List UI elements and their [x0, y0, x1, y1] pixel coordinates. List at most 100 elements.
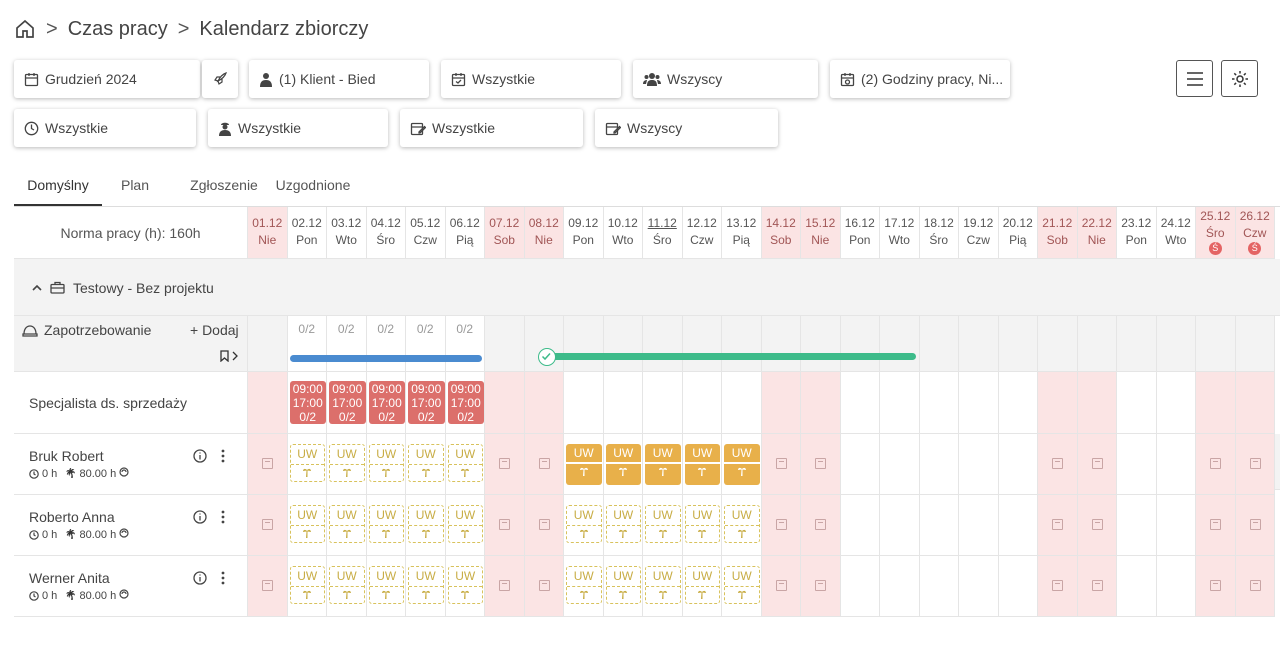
- employee-day-cell[interactable]: [998, 434, 1038, 495]
- info-icon[interactable]: [193, 510, 207, 529]
- employee-day-cell[interactable]: [1077, 556, 1117, 617]
- leave-chip[interactable]: UW: [329, 505, 365, 543]
- day-header-10.12[interactable]: 10.12 Wto: [603, 207, 643, 259]
- day-header-25.12[interactable]: 25.12 Śro Ś: [1196, 207, 1236, 259]
- day-header-18.12[interactable]: 18.12 Śro: [919, 207, 959, 259]
- leave-chip[interactable]: UW: [289, 505, 325, 543]
- leave-chip[interactable]: UW: [447, 444, 483, 482]
- home-icon[interactable]: [14, 18, 36, 40]
- tab-agreed[interactable]: Uzgodnione: [275, 177, 351, 193]
- employee-day-cell[interactable]: [524, 434, 564, 495]
- employee-day-cell[interactable]: [1235, 556, 1275, 617]
- leave-chip[interactable]: UW: [645, 505, 681, 543]
- leave-chip[interactable]: UW: [684, 566, 720, 604]
- settings-button[interactable]: [1221, 60, 1258, 97]
- kebab-menu-icon[interactable]: [221, 571, 225, 590]
- client-filter[interactable]: (1) Klient - Bied: [249, 60, 429, 98]
- month-filter[interactable]: Grudzień 2024: [14, 60, 200, 98]
- bookmark-icon[interactable]: [220, 350, 240, 363]
- employee-day-cell[interactable]: [1196, 556, 1236, 617]
- demand-add-button[interactable]: + Dodaj: [190, 322, 239, 338]
- worker-filter[interactable]: Wszystkie: [208, 109, 388, 147]
- leave-chip[interactable]: UW: [566, 505, 602, 543]
- employee-day-cell[interactable]: [1235, 495, 1275, 556]
- leave-chip[interactable]: UW: [724, 505, 760, 543]
- leave-chip[interactable]: UW: [605, 505, 641, 543]
- day-header-08.12[interactable]: 08.12 Nie: [524, 207, 564, 259]
- hours-filter[interactable]: (2) Godziny pracy, Ni...: [830, 60, 1010, 98]
- employee-day-cell[interactable]: [840, 434, 880, 495]
- leave-chip[interactable]: UW: [408, 505, 444, 543]
- refresh-icon[interactable]: [119, 589, 129, 602]
- project-label[interactable]: Testowy - Bez projektu: [32, 259, 214, 316]
- day-header-23.12[interactable]: 23.12 Pon: [1117, 207, 1157, 259]
- breadcrumb-item-time[interactable]: Czas pracy: [67, 17, 168, 40]
- shift-chip[interactable]: 09:00 17:00 0/2: [368, 381, 405, 424]
- day-header-21.12[interactable]: 21.12 Sob: [1038, 207, 1078, 259]
- day-header-24.12[interactable]: 24.12 Wto: [1156, 207, 1196, 259]
- leave-chip[interactable]: UW: [684, 505, 720, 543]
- day-header-22.12[interactable]: 22.12 Nie: [1077, 207, 1117, 259]
- leave-chip[interactable]: UW: [566, 444, 602, 485]
- shift-chip[interactable]: 09:00 17:00 0/2: [408, 381, 445, 424]
- employee-day-cell[interactable]: [1156, 434, 1196, 495]
- employee-day-cell[interactable]: [880, 556, 920, 617]
- info-icon[interactable]: [193, 571, 207, 590]
- employee-day-cell[interactable]: [998, 495, 1038, 556]
- employee-day-cell[interactable]: [959, 495, 999, 556]
- employee-day-cell[interactable]: [248, 556, 288, 617]
- leave-chip[interactable]: UW: [289, 444, 325, 482]
- people-filter[interactable]: Wszyscy: [633, 60, 818, 98]
- day-header-11.12[interactable]: 11.12 Śro: [643, 207, 683, 259]
- kebab-menu-icon[interactable]: [221, 449, 225, 468]
- employee-day-cell[interactable]: [1038, 495, 1078, 556]
- employee-day-cell[interactable]: [1077, 434, 1117, 495]
- chevron-up-icon[interactable]: [32, 284, 42, 291]
- employee-day-cell[interactable]: [998, 556, 1038, 617]
- tab-plan[interactable]: Plan: [120, 177, 150, 193]
- leave-chip[interactable]: UW: [684, 444, 720, 485]
- edit-filter[interactable]: Wszystkie: [400, 109, 583, 147]
- employee-day-cell[interactable]: [1038, 434, 1078, 495]
- employee-name[interactable]: Roberto Anna: [29, 509, 115, 525]
- day-header-06.12[interactable]: 06.12 Pią: [445, 207, 485, 259]
- time-filter[interactable]: Wszystkie: [14, 109, 196, 147]
- leave-chip[interactable]: UW: [329, 444, 365, 482]
- tab-default[interactable]: Domyślny: [14, 166, 102, 206]
- status-filter[interactable]: Wszystkie: [441, 60, 621, 98]
- employee-day-cell[interactable]: [761, 556, 801, 617]
- employee-day-cell[interactable]: [1117, 556, 1157, 617]
- employee-day-cell[interactable]: [880, 434, 920, 495]
- day-header-26.12[interactable]: 26.12 Czw Ś: [1235, 207, 1275, 259]
- employee-day-cell[interactable]: [1196, 434, 1236, 495]
- leave-chip[interactable]: UW: [605, 444, 641, 485]
- employee-day-cell[interactable]: [485, 556, 525, 617]
- leave-chip[interactable]: UW: [724, 566, 760, 604]
- employee-name[interactable]: Bruk Robert: [29, 448, 104, 464]
- day-header-14.12[interactable]: 14.12 Sob: [761, 207, 801, 259]
- day-header-16.12[interactable]: 16.12 Pon: [840, 207, 880, 259]
- employee-day-cell[interactable]: [1156, 556, 1196, 617]
- employee-day-cell[interactable]: [248, 434, 288, 495]
- rocket-button[interactable]: [202, 60, 238, 98]
- employee-day-cell[interactable]: [1038, 556, 1078, 617]
- shift-chip[interactable]: 09:00 17:00 0/2: [329, 381, 366, 424]
- employee-day-cell[interactable]: [524, 556, 564, 617]
- leave-chip[interactable]: UW: [447, 566, 483, 604]
- day-header-07.12[interactable]: 07.12 Sob: [485, 207, 525, 259]
- employee-day-cell[interactable]: [919, 495, 959, 556]
- employee-day-cell[interactable]: [840, 495, 880, 556]
- day-header-09.12[interactable]: 09.12 Pon: [564, 207, 604, 259]
- employee-day-cell[interactable]: [761, 434, 801, 495]
- employee-day-cell[interactable]: [1077, 495, 1117, 556]
- leave-chip[interactable]: UW: [566, 566, 602, 604]
- leave-chip[interactable]: UW: [645, 566, 681, 604]
- tab-request[interactable]: Zgłoszenie: [190, 177, 258, 193]
- day-header-20.12[interactable]: 20.12 Pią: [998, 207, 1038, 259]
- day-header-17.12[interactable]: 17.12 Wto: [880, 207, 920, 259]
- leave-chip[interactable]: UW: [447, 505, 483, 543]
- day-header-19.12[interactable]: 19.12 Czw: [959, 207, 999, 259]
- employee-day-cell[interactable]: [801, 556, 841, 617]
- leave-chip[interactable]: UW: [408, 566, 444, 604]
- info-icon[interactable]: [193, 449, 207, 468]
